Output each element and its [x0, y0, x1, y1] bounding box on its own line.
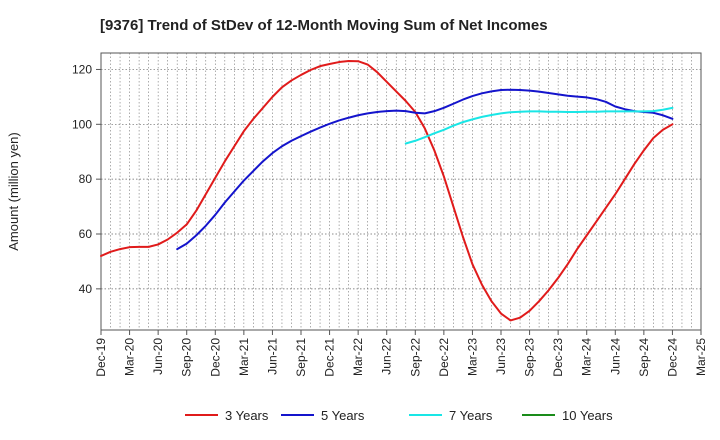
- x-axis-ticks: Dec-19 Mar-20 Jun-20 Sep-20 Dec-20 Mar-21 Jun-…: [94, 330, 708, 377]
- x-tick-label: Mar-22: [351, 338, 365, 376]
- x-tick-label: Dec-20: [208, 338, 222, 377]
- y-axis-ticks: 40 60 80 100 120: [72, 62, 101, 296]
- x-tick-label: Dec-24: [665, 338, 679, 377]
- x-tick-label: Jun-20: [151, 338, 165, 375]
- series-lines: [100, 59, 674, 322]
- legend-item-label: 3 Years: [225, 408, 269, 423]
- y-axis-label: Amount (million yen): [6, 132, 21, 251]
- legend-item-label: 5 Years: [321, 408, 365, 423]
- x-tick-label: Jun-23: [494, 338, 508, 375]
- y-tick-label: 80: [79, 172, 93, 186]
- x-tick-label: Dec-23: [551, 338, 565, 377]
- x-tick-label: Mar-20: [123, 338, 137, 376]
- x-tick-label: Dec-22: [437, 338, 451, 377]
- x-tick-label: Jun-24: [608, 338, 622, 375]
- y-tick-label: 40: [79, 282, 93, 296]
- x-tick-label: Mar-25: [694, 338, 708, 376]
- y-tick-label: 100: [72, 117, 92, 131]
- x-tick-label: Mar-21: [237, 338, 251, 376]
- x-tick-label: Mar-23: [465, 338, 479, 376]
- series-line-3-years: [100, 59, 674, 322]
- x-tick-label: Jun-21: [265, 338, 279, 375]
- x-tick-label: Sep-23: [523, 338, 537, 377]
- x-tick-label: Sep-20: [180, 338, 194, 377]
- y-tick-label: 120: [72, 62, 92, 76]
- x-tick-label: Jun-22: [380, 338, 394, 375]
- x-tick-label: Dec-19: [94, 338, 108, 377]
- legend-item-label: 10 Years: [562, 408, 613, 423]
- x-tick-label: Mar-24: [580, 338, 594, 376]
- x-tick-label: Dec-21: [323, 338, 337, 377]
- plot-area: [100, 52, 702, 331]
- x-tick-label: Sep-24: [637, 338, 651, 377]
- series-line-7-years: [404, 106, 674, 145]
- chart-title: [9376] Trend of StDev of 12-Month Moving…: [100, 17, 548, 34]
- legend: 3 Years 5 Years 7 Years 10 Years: [185, 408, 613, 423]
- legend-item-label: 7 Years: [449, 408, 493, 423]
- y-tick-label: 60: [79, 227, 93, 241]
- x-tick-label: Sep-22: [408, 338, 422, 377]
- x-tick-label: Sep-21: [294, 338, 308, 377]
- grid: [100, 53, 702, 330]
- series-line-5-years: [176, 88, 674, 251]
